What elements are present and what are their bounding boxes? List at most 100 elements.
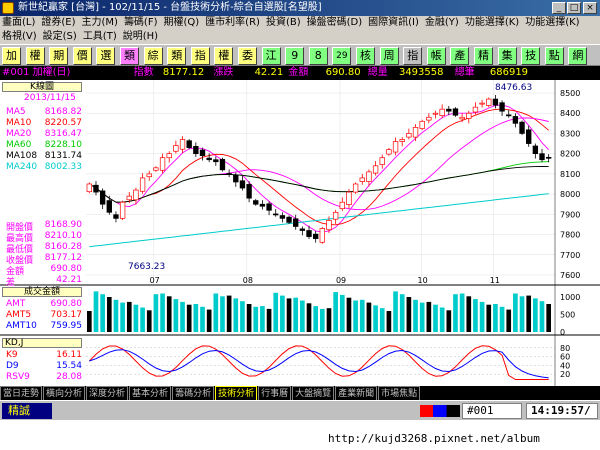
- candle-body: [372, 165, 379, 174]
- candle-body: [173, 145, 179, 152]
- menu-item[interactable]: 功能選擇(K): [464, 17, 520, 28]
- chart-area[interactable]: 8500 8400 8300 8200 8100 8000 7900 7800 7700 7600…: [0, 80, 600, 402]
- volume-bar: [153, 294, 159, 332]
- menu-item[interactable]: 設定(S): [42, 31, 77, 42]
- toolbar-button[interactable]: 權: [25, 47, 45, 65]
- ma-row: MA60 8228.10: [6, 140, 82, 151]
- volume-bar: [433, 304, 438, 332]
- candle-body: [439, 108, 445, 116]
- menu-item[interactable]: 國際資訊(I): [368, 17, 419, 28]
- low-annotation: 7663.23: [128, 262, 166, 272]
- toolbar-button[interactable]: 指: [403, 47, 423, 65]
- candle-body: [119, 201, 126, 219]
- volume-value: 3493558: [398, 67, 444, 78]
- toolbar-button[interactable]: 集: [497, 47, 517, 65]
- toolbar-button[interactable]: 價: [72, 47, 92, 65]
- menu-item[interactable]: 畫面(L): [2, 17, 36, 28]
- kd-value: 16.11: [56, 350, 82, 360]
- candle-body: [106, 200, 112, 213]
- technical-chart[interactable]: 8500 8400 8300 8200 8100 8000 7900 7800 7700 7600…: [0, 80, 600, 386]
- app-icon: [2, 2, 14, 14]
- ma-legend: MA5 8168.82 MA10 8220.57 MA20 8316.47 MA60 8228…: [6, 107, 82, 173]
- candle-body: [486, 98, 492, 106]
- toolbar-button[interactable]: 精: [474, 47, 493, 65]
- menu-item[interactable]: 期權(Q): [163, 17, 200, 28]
- toolbar-button[interactable]: 核: [356, 47, 375, 65]
- volume-bar: [326, 308, 332, 332]
- candle-body: [392, 141, 399, 153]
- menu-item[interactable]: 功能選擇(K): [525, 17, 580, 28]
- close-button[interactable]: ×: [583, 2, 597, 14]
- toolbar-button[interactable]: 委: [238, 47, 257, 65]
- menu-row-2: 格視(V) 設定(S) 工具(T) 說明(H): [2, 30, 164, 44]
- candle-body: [512, 116, 519, 124]
- toolbar-button[interactable]: 選: [96, 47, 116, 65]
- volume-bar: [366, 302, 372, 332]
- candle-body: [446, 108, 452, 112]
- candle-body: [166, 153, 172, 159]
- candle-body: [126, 195, 132, 201]
- tab-2[interactable]: 深度分析: [86, 386, 129, 402]
- menu-item[interactable]: 主力(M): [81, 17, 118, 28]
- toolbar-button[interactable]: 9: [285, 47, 305, 65]
- menu-item[interactable]: 籌碼(F): [123, 17, 158, 28]
- candle-body: [133, 189, 139, 201]
- menu-item[interactable]: 投資(B): [265, 17, 301, 28]
- candle-body: [86, 183, 93, 193]
- toolbar-button[interactable]: 江: [261, 47, 281, 65]
- volume-bar: [86, 311, 92, 332]
- toolbar-button[interactable]: 綜: [143, 47, 163, 65]
- menu-item[interactable]: 說明(H): [122, 31, 159, 42]
- volume-bar: [146, 310, 152, 332]
- ma-label: MA10: [6, 118, 32, 128]
- menu-item[interactable]: 金融(Y): [424, 17, 459, 28]
- volume-bar: [539, 301, 545, 332]
- candle-body: [492, 98, 499, 106]
- volume-bar: [180, 301, 185, 332]
- menu-item[interactable]: 工具(T): [82, 31, 117, 42]
- toolbar-button[interactable]: 期: [49, 47, 69, 65]
- tab-1[interactable]: 橫向分析: [43, 386, 86, 402]
- menu-item[interactable]: 證券(E): [41, 17, 76, 28]
- toolbar-button[interactable]: 類: [120, 47, 139, 65]
- toolbar-button[interactable]: 指: [190, 47, 210, 65]
- toolbar-button[interactable]: 產: [450, 47, 470, 65]
- candle-body: [466, 112, 472, 119]
- change-label: 漲跌: [213, 67, 234, 78]
- minimize-button[interactable]: _: [552, 2, 566, 14]
- toolbar-button[interactable]: 8: [308, 47, 328, 65]
- candle-body: [153, 167, 159, 171]
- toolbar-button[interactable]: 29: [332, 47, 352, 65]
- toolbar-button[interactable]: 周: [379, 47, 399, 65]
- ma-row: MA10 8220.57: [6, 118, 82, 129]
- toolbar-button[interactable]: 網: [568, 47, 588, 65]
- price-value: 8160.28: [44, 242, 82, 252]
- price-label: 開盤價: [6, 223, 34, 233]
- toolbar-button[interactable]: 加: [2, 47, 21, 65]
- candle-body: [326, 220, 332, 231]
- vol-label: AMT: [6, 299, 26, 309]
- price-row: 收盤價 8177.12: [6, 253, 82, 266]
- index-label: 指數: [133, 67, 154, 78]
- toolbar-button[interactable]: 技: [521, 47, 541, 65]
- menu-bar: 畫面(L) 證券(E) 主力(M) 籌碼(F) 期權(Q) 匯市利率(R) 投資(B) 操盤密…: [0, 16, 600, 44]
- toolbar-button[interactable]: 點: [544, 47, 564, 65]
- toolbar-button[interactable]: 帳: [426, 47, 446, 65]
- candle-body: [286, 216, 292, 223]
- status-symbol[interactable]: #001: [462, 403, 522, 419]
- menu-item[interactable]: 操盤密碼(D): [306, 17, 363, 28]
- symbol-code: #001 加權(日): [2, 67, 71, 78]
- index-value: 8177.12: [162, 67, 205, 78]
- candle-body: [246, 184, 252, 199]
- menu-item[interactable]: 格視(V): [2, 31, 37, 42]
- ticks-label: 總筆: [454, 67, 475, 78]
- menu-item[interactable]: 匯市利率(R): [205, 17, 260, 28]
- status-brand: 精誠: [2, 403, 52, 419]
- candle-body: [139, 177, 146, 192]
- toolbar-button[interactable]: 權: [214, 47, 234, 65]
- ma240-line: [89, 193, 549, 248]
- price-label: 收盤價: [6, 256, 34, 266]
- toolbar-button[interactable]: 類: [167, 47, 187, 65]
- maximize-button[interactable]: □: [567, 2, 581, 14]
- tab-8[interactable]: 產業新聞: [335, 386, 378, 402]
